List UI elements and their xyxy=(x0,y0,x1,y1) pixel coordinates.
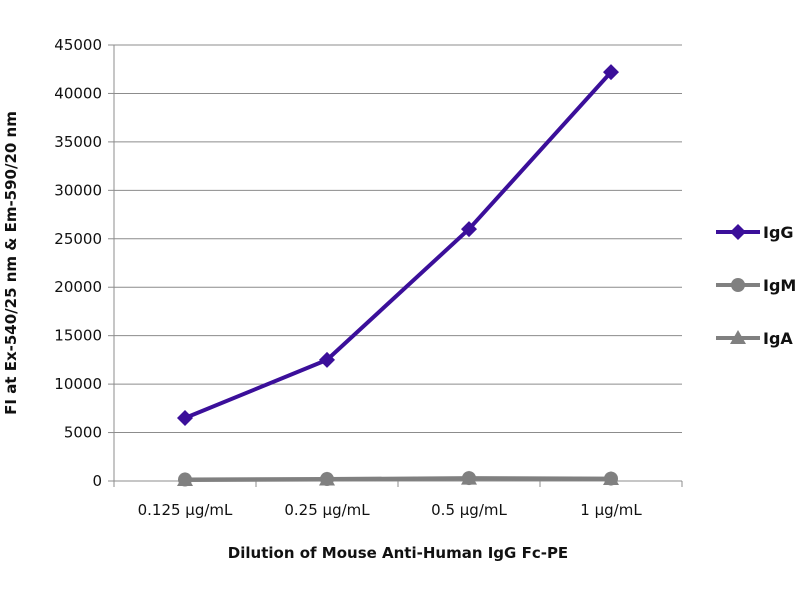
data-point-igg xyxy=(319,351,335,368)
legend-item-igg: IgG xyxy=(716,223,794,242)
legend-label: IgM xyxy=(763,276,796,295)
legend-marker xyxy=(730,224,746,240)
data-point-igg xyxy=(177,410,193,427)
y-tick-label: 30000 xyxy=(54,181,102,199)
x-tick-label: 1 µg/mL xyxy=(580,501,642,519)
legend-item-iga: IgA xyxy=(716,329,793,348)
data-point-igg xyxy=(603,64,619,81)
legend-item-igm: IgM xyxy=(716,276,796,295)
x-axis-ticks: 0.125 µg/mL 0.25 µg/mL 0.5 µg/mL 1 µg/mL xyxy=(138,501,643,519)
series-group xyxy=(177,64,619,487)
y-tick-label: 20000 xyxy=(54,278,102,296)
y-tick-label: 5000 xyxy=(64,424,102,442)
data-point-igg xyxy=(461,221,477,238)
series-line-igm xyxy=(184,476,612,482)
data-point-igm xyxy=(462,471,476,486)
y-tick-label: 35000 xyxy=(54,133,102,151)
y-tick-label: 10000 xyxy=(54,375,102,393)
y-axis-title: FI at Ex-540/25 nm & Em-590/20 nm xyxy=(2,111,20,415)
x-tick-label: 0.25 µg/mL xyxy=(284,501,370,519)
legend: IgG IgM IgA xyxy=(716,223,796,348)
y-tick-label: 25000 xyxy=(54,230,102,248)
legend-label: IgG xyxy=(763,223,794,242)
data-point-igm xyxy=(178,472,192,487)
legend-label: IgA xyxy=(763,329,793,348)
series-line-igg xyxy=(184,70,613,420)
x-tick-label: 0.5 µg/mL xyxy=(431,501,507,519)
y-tick-label: 0 xyxy=(92,472,102,490)
legend-marker xyxy=(730,330,746,344)
series-igm xyxy=(178,471,618,487)
y-tick-label: 40000 xyxy=(54,84,102,102)
data-point-igm xyxy=(320,472,334,487)
x-axis-title: Dilution of Mouse Anti-Human IgG Fc-PE xyxy=(228,544,568,562)
y-tick-label: 15000 xyxy=(54,327,102,345)
series-igg xyxy=(177,64,619,427)
data-point-igm xyxy=(604,471,618,486)
gridlines xyxy=(108,44,683,487)
y-tick-label: 45000 xyxy=(54,36,102,54)
x-tick-label: 0.125 µg/mL xyxy=(138,501,233,519)
legend-marker xyxy=(731,278,745,292)
y-axis-ticks: 0 5000 10000 15000 20000 25000 30000 35000 40000… xyxy=(54,36,102,490)
